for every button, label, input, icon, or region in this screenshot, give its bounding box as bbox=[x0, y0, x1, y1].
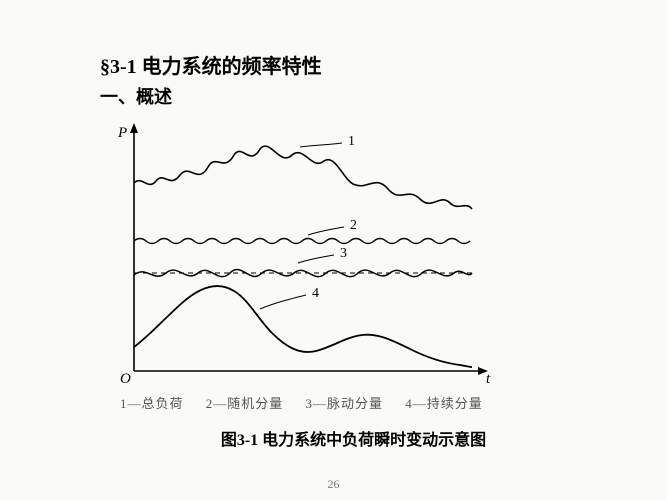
load-variation-chart: P t O 1 2 3 4 bbox=[100, 123, 500, 383]
leader-line-2 bbox=[308, 227, 344, 235]
legend-item-4: 4—持续分量 bbox=[405, 396, 483, 411]
curve-label-4: 4 bbox=[312, 286, 319, 301]
legend: 1—总负荷 2—随机分量 3—脉动分量 4—持续分量 bbox=[120, 393, 607, 412]
legend-item-3: 3—脉动分量 bbox=[306, 396, 384, 411]
leader-line-4 bbox=[260, 295, 306, 309]
figure-caption: 图3-1 电力系统中负荷瞬时变动示意图 bbox=[100, 426, 607, 450]
figure: P t O 1 2 3 4 1—总负荷 2—随机分量 3—脉动分量 4—持续分量… bbox=[100, 123, 607, 450]
curve-1-total-load bbox=[134, 146, 472, 209]
origin-label: O bbox=[120, 371, 131, 383]
curve-label-3: 3 bbox=[340, 246, 347, 261]
legend-item-2: 2—随机分量 bbox=[206, 396, 284, 411]
curve-2-random bbox=[134, 239, 470, 244]
y-axis-arrow bbox=[130, 123, 138, 133]
legend-item-1: 1—总负荷 bbox=[120, 396, 184, 411]
curve-3-pulsating bbox=[134, 270, 472, 277]
leader-line-1 bbox=[300, 143, 342, 147]
curve-4-sustained bbox=[134, 286, 472, 367]
section-subtitle: 一、概述 bbox=[100, 83, 607, 109]
curve-label-2: 2 bbox=[350, 218, 357, 233]
x-axis-label: t bbox=[486, 371, 491, 383]
leader-line-3 bbox=[298, 255, 334, 263]
section-title: §3-1 电力系统的频率特性 bbox=[100, 50, 607, 79]
curve-label-1: 1 bbox=[348, 134, 355, 149]
page-number: 26 bbox=[328, 477, 340, 492]
y-axis-label: P bbox=[117, 125, 127, 141]
